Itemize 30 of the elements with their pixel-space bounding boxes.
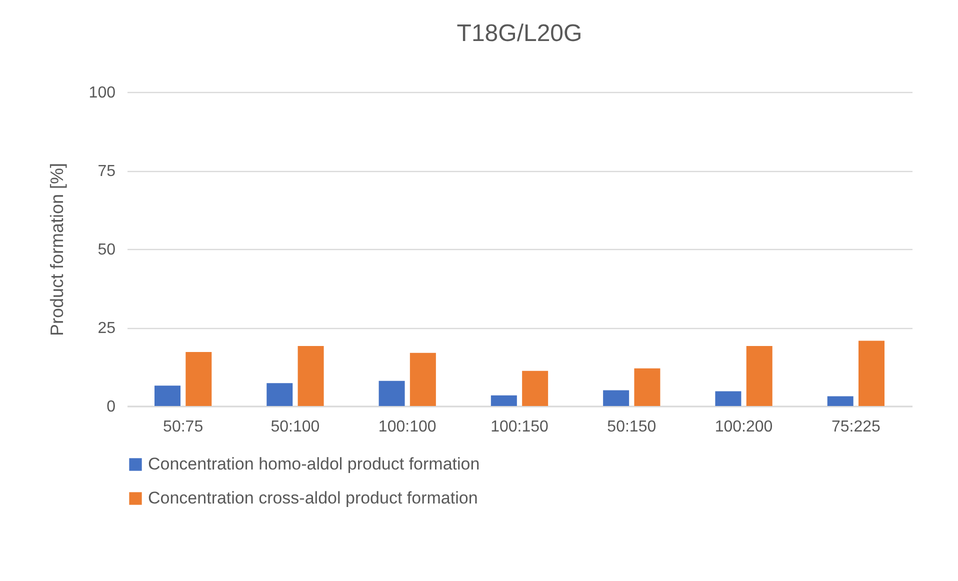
y-tick-label: 0 (106, 398, 116, 416)
bar (410, 352, 436, 406)
bar (858, 340, 885, 406)
y-tick-label: 100 (88, 84, 116, 102)
bar (522, 370, 548, 406)
bar (827, 396, 854, 406)
y-axis-title: Product formation [%] (46, 162, 67, 336)
bar (266, 383, 293, 406)
x-tick-label: 75:225 (831, 418, 880, 436)
x-tick-label: 50:100 (270, 418, 320, 436)
bar (603, 390, 630, 406)
x-tick-label: 50:150 (607, 418, 656, 436)
bar (186, 352, 212, 406)
legend-label: Concentration cross-aldol product formation (148, 488, 478, 508)
x-tick-label: 100:200 (714, 418, 773, 436)
bar (634, 368, 660, 406)
x-tick-label: 50:75 (163, 418, 204, 436)
bar (298, 346, 324, 406)
y-tick-label: 75 (98, 163, 116, 180)
chart-title: T18G/L20G (456, 20, 582, 47)
bar (715, 391, 742, 406)
y-tick-label: 50 (98, 242, 116, 258)
bar (490, 395, 517, 406)
legend-label: Concentration homo-aldol product formation (148, 454, 480, 474)
bar (746, 346, 772, 406)
bar (378, 380, 405, 406)
y-tick-label: 25 (98, 320, 116, 337)
x-tick-label: 100:100 (378, 418, 436, 436)
bar (154, 386, 180, 406)
x-tick-label: 100:150 (490, 418, 549, 436)
